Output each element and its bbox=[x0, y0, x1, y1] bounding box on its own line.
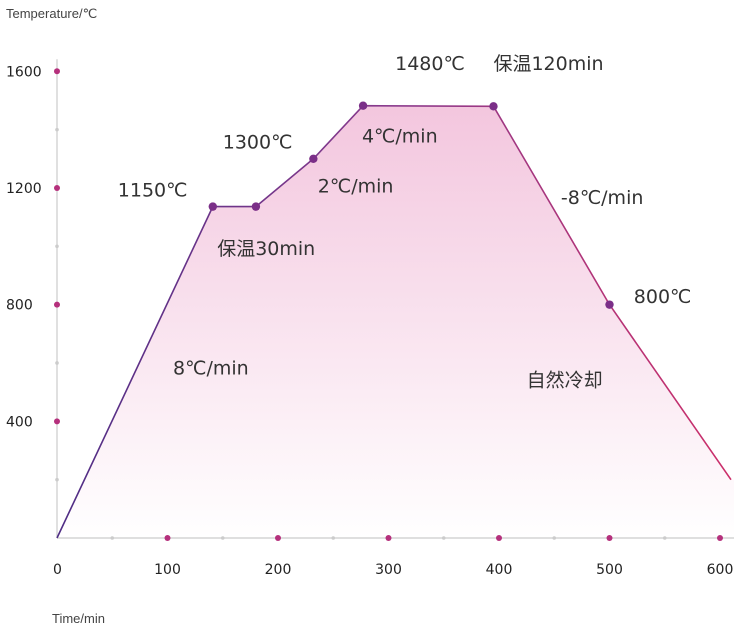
y-minor-dot bbox=[55, 361, 59, 365]
y-tick-label: 1200 bbox=[6, 181, 42, 197]
y-tick-label: 800 bbox=[6, 298, 33, 314]
x-tick-label: 600 bbox=[707, 562, 734, 578]
y-minor-dot bbox=[55, 244, 59, 249]
y-tick-dot bbox=[54, 184, 60, 191]
x-tick-label: 400 bbox=[486, 562, 513, 578]
x-minor-dot bbox=[220, 536, 225, 540]
y-axis-label: Temperature/℃ bbox=[6, 6, 98, 21]
annotation-label: 2℃/min bbox=[318, 175, 394, 197]
series-line bbox=[56, 104, 732, 539]
annotation-label: 800℃ bbox=[634, 286, 692, 308]
annotation-label: 1150℃ bbox=[118, 180, 188, 202]
x-minor-dot bbox=[110, 536, 115, 540]
y-minor-dot bbox=[55, 477, 59, 482]
x-minor-dot bbox=[552, 536, 557, 540]
data-point bbox=[309, 154, 318, 163]
annotation-label: -8℃/min bbox=[561, 187, 644, 209]
x-tick-dot bbox=[717, 535, 723, 541]
annotation-label: 1300℃ bbox=[223, 132, 293, 154]
y-tick-label: 400 bbox=[6, 414, 33, 430]
x-tick-label: 500 bbox=[596, 562, 623, 578]
x-tick-dot bbox=[275, 535, 281, 541]
data-point bbox=[489, 102, 498, 111]
y-tick-label: 1600 bbox=[6, 64, 42, 80]
x-tick-label: 200 bbox=[265, 562, 292, 578]
area-fill bbox=[57, 105, 734, 538]
data-point bbox=[358, 101, 368, 110]
y-minor-dot bbox=[55, 127, 59, 132]
x-minor-dot bbox=[331, 536, 336, 540]
y-tick-dot bbox=[54, 301, 60, 308]
x-minor-dot bbox=[662, 536, 667, 540]
annotation-label: 保温120min bbox=[493, 53, 603, 75]
x-tick-label: 0 bbox=[53, 562, 62, 578]
x-tick-label: 300 bbox=[375, 562, 402, 578]
y-tick-dot bbox=[54, 418, 60, 425]
y-tick-dot bbox=[54, 68, 60, 75]
annotation-label: 自然冷却 bbox=[527, 369, 603, 391]
x-tick-label: 100 bbox=[154, 562, 181, 578]
x-minor-dot bbox=[441, 536, 446, 540]
x-tick-dot bbox=[496, 535, 502, 541]
annotation-label: 4℃/min bbox=[362, 126, 438, 148]
annotation-label: 1480℃ bbox=[395, 53, 465, 75]
x-tick-dot bbox=[385, 535, 392, 541]
x-axis-label: Time/min bbox=[52, 611, 105, 626]
data-point bbox=[208, 202, 218, 211]
x-tick-dot bbox=[164, 535, 171, 541]
data-point bbox=[251, 202, 261, 211]
annotation-label: 保温30min bbox=[217, 238, 315, 260]
x-tick-dot bbox=[606, 535, 613, 541]
annotation-label: 8℃/min bbox=[173, 358, 249, 380]
data-point bbox=[605, 300, 614, 309]
